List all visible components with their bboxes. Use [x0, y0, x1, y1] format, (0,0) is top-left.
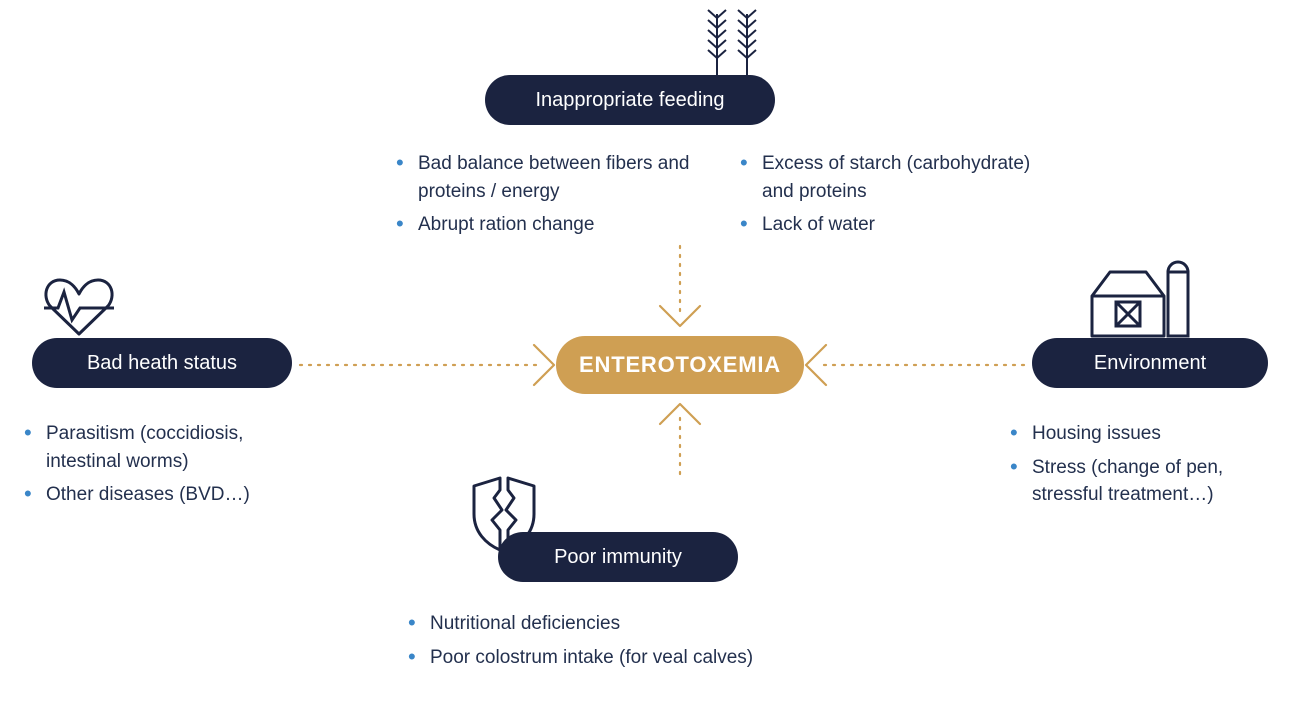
bottom-node: Poor immunity — [498, 532, 738, 582]
right-node: Environment — [1032, 338, 1268, 388]
list-item: Other diseases (BVD…) — [24, 481, 314, 509]
heart-ecg-icon — [40, 268, 118, 340]
wheat-icon — [695, 6, 770, 78]
right-label: Environment — [1094, 352, 1206, 375]
list-item: Excess of starch (carbohydrate) and prot… — [740, 150, 1040, 205]
barn-icon — [1086, 252, 1194, 340]
list-item: Parasitism (coccidiosis, intestinal worm… — [24, 420, 314, 475]
list-item: Housing issues — [1010, 420, 1290, 448]
bottom-bullets: Nutritional deficiencies Poor colostrum i… — [408, 610, 828, 677]
left-bullets: Parasitism (coccidiosis, intestinal worm… — [24, 420, 314, 515]
list-item: Nutritional deficiencies — [408, 610, 828, 638]
top-label: Inappropriate feeding — [535, 89, 724, 112]
top-bullets-left: Bad balance between fibers and proteins … — [396, 150, 696, 245]
list-item: Poor colostrum intake (for veal calves) — [408, 644, 828, 672]
bottom-label: Poor immunity — [554, 546, 682, 569]
center-label: ENTEROTOXEMIA — [579, 352, 781, 378]
top-node: Inappropriate feeding — [485, 75, 775, 125]
list-item: Abrupt ration change — [396, 211, 696, 239]
left-node: Bad heath status — [32, 338, 292, 388]
right-bullets: Housing issues Stress (change of pen, str… — [1010, 420, 1290, 515]
list-item: Stress (change of pen, stressful treatme… — [1010, 454, 1290, 509]
center-node: ENTEROTOXEMIA — [556, 336, 804, 394]
list-item: Lack of water — [740, 211, 1040, 239]
top-bullets-right: Excess of starch (carbohydrate) and prot… — [740, 150, 1040, 245]
list-item: Bad balance between fibers and proteins … — [396, 150, 696, 205]
left-label: Bad heath status — [87, 352, 237, 375]
